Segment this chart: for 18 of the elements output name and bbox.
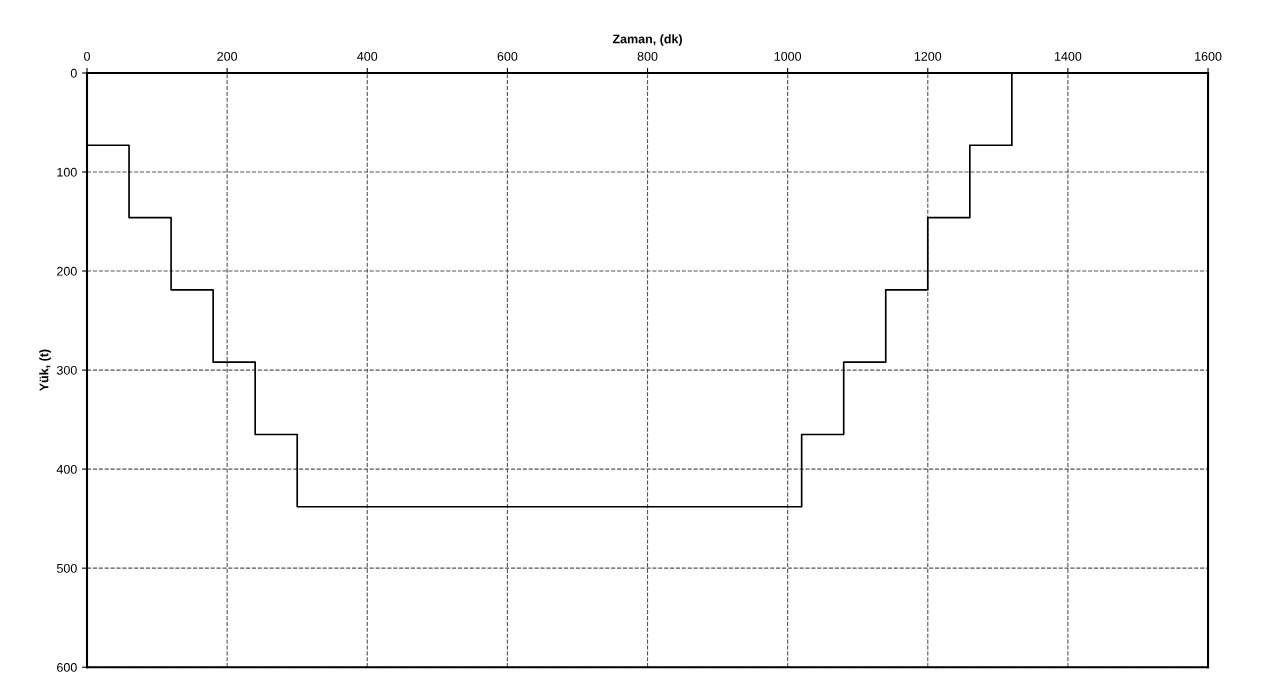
y-tick-label: 600 — [57, 663, 77, 672]
x-tick-label: 1000 — [774, 51, 802, 61]
y-tick-label: 500 — [56, 563, 77, 573]
x-tick-label: 1600 — [1195, 51, 1222, 61]
x-tick-label: 1200 — [914, 51, 942, 61]
x-tick-label: 600 — [497, 51, 518, 61]
y-tick-label: 200 — [57, 266, 77, 276]
x-tick-label: 200 — [217, 51, 238, 61]
x-tick-label: 0 — [84, 51, 90, 61]
x-axis-title: Zaman, (dk) — [612, 34, 682, 46]
y-tick-label: 300 — [56, 365, 77, 375]
y-tick-label: 0 — [70, 68, 77, 78]
y-tick-label: 100 — [57, 167, 77, 177]
y-axis-title: Yük, (t) — [39, 349, 51, 392]
x-tick-label: 400 — [357, 51, 378, 61]
x-tick-label: 1400 — [1054, 51, 1082, 61]
x-tick-label: 800 — [637, 51, 658, 61]
y-tick-label: 400 — [56, 464, 77, 474]
